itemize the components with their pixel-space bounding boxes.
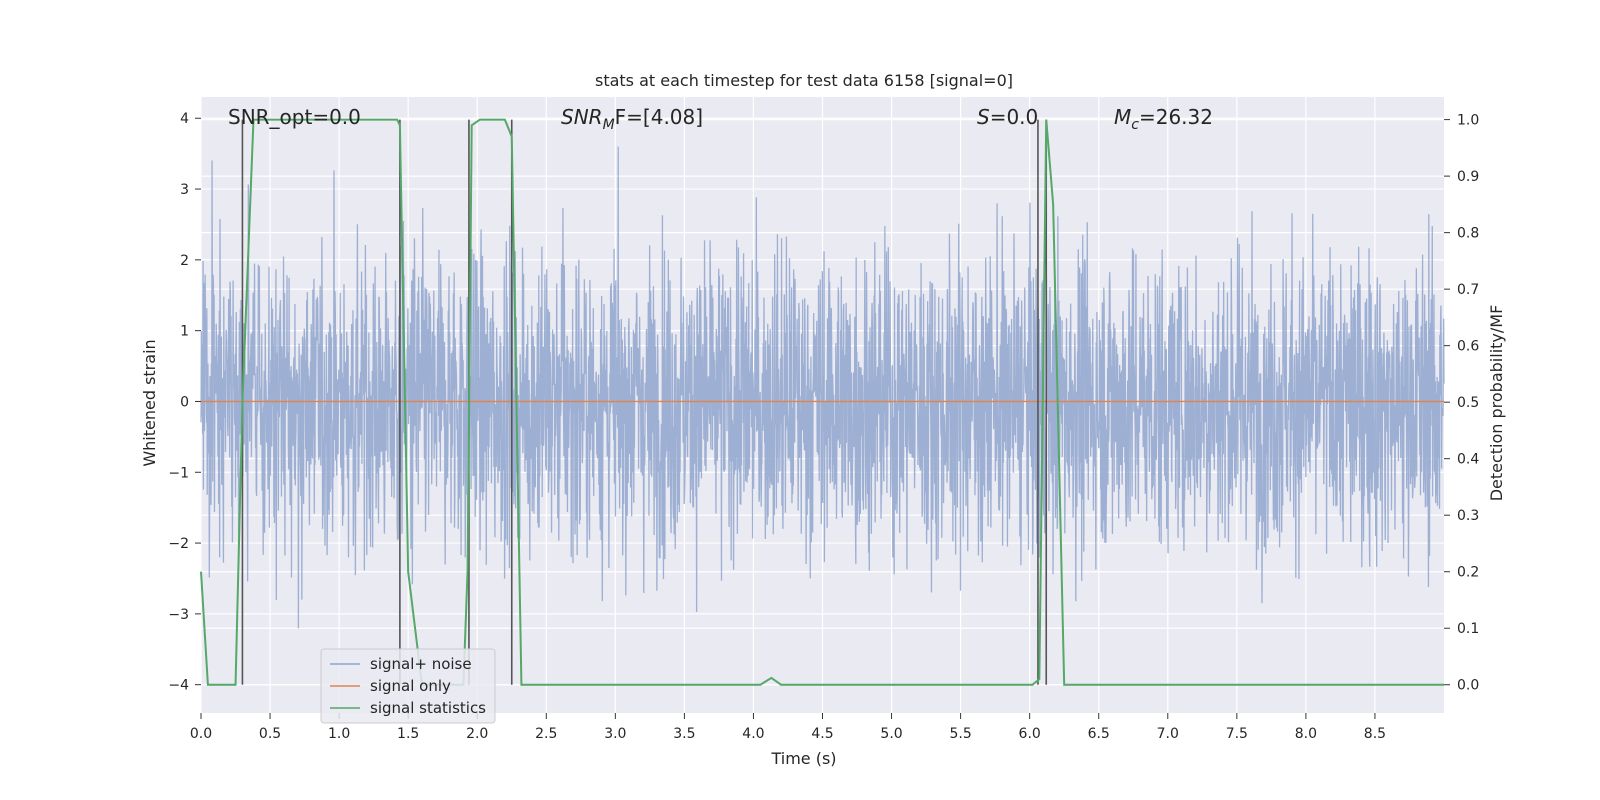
x-tick-label: 7.5 (1226, 726, 1248, 742)
x-tick-label: 7.0 (1157, 726, 1179, 742)
y2-tick-label: 1.0 (1457, 113, 1479, 129)
x-tick-label: 8.0 (1295, 726, 1317, 742)
y-tick-label: −3 (168, 607, 189, 623)
y2-tick-label: 0.4 (1457, 452, 1479, 468)
x-tick-label: 3.5 (673, 726, 695, 742)
y-tick-label: −4 (168, 678, 189, 694)
annotation-s: S=0.0 (977, 105, 1038, 129)
y2-tick-labels: 1.0 0.9 0.8 0.7 0.6 0.5 0.4 0.3 0.2 0.1 0.0 (1444, 113, 1479, 694)
y2-tick-label: 0.0 (1457, 678, 1479, 694)
legend-label-noise: signal+ noise (370, 655, 472, 673)
x-tick-label: 5.0 (880, 726, 902, 742)
annotation-snr-mf: SNRMF=[4.08] (561, 105, 703, 133)
x-tick-label: 2.0 (466, 726, 488, 742)
y-axis-label: Whitened strain (140, 339, 159, 466)
y-tick-label: −2 (168, 536, 189, 552)
y-tick-labels: 4 3 2 1 0 −1 −2 −3 −4 (168, 111, 201, 694)
annotation-snr-opt: SNR_opt=0.0 (228, 105, 361, 129)
y2-axis-label: Detection probability/MF (1487, 305, 1506, 502)
x-tick-label: 6.5 (1088, 726, 1110, 742)
legend-box (320, 648, 496, 724)
y-tick-label: 2 (180, 253, 189, 269)
y-tick-label: 1 (180, 324, 189, 340)
y-tick-label: −1 (168, 465, 189, 481)
signal-statistics-line (200, 118, 1444, 686)
x-tick-label: 8.5 (1364, 726, 1386, 742)
x-tick-label: 1.0 (328, 726, 350, 742)
y2-tick-label: 0.9 (1457, 169, 1479, 185)
legend-label-stats: signal statistics (370, 699, 486, 717)
y2-tick-label: 0.7 (1457, 282, 1479, 298)
x-tick-label: 1.5 (397, 726, 419, 742)
x-tick-label: 3.0 (604, 726, 626, 742)
noise-trace (200, 146, 1445, 629)
noise-series (200, 146, 1445, 629)
x-tick-label: 6.0 (1019, 726, 1041, 742)
signal-statistics-series (200, 118, 1444, 686)
annotation-mc: Mc=26.32 (1114, 105, 1213, 133)
chart-title: stats at each timestep for test data 615… (595, 71, 1013, 90)
x-tick-label: 0.0 (190, 726, 212, 742)
x-tick-labels: 0.0 0.5 1.0 1.5 2.0 2.5 3.0 3.5 4.0 4.5 5.0 5.5 6.0 6… (190, 713, 1386, 742)
y-tick-label: 4 (180, 111, 189, 127)
x-tick-label: 4.0 (742, 726, 764, 742)
x-tick-label: 4.5 (811, 726, 833, 742)
legend-label-signal: signal only (370, 677, 451, 695)
x-tick-label: 0.5 (259, 726, 281, 742)
x-tick-label: 5.5 (949, 726, 971, 742)
y-tick-label: 3 (180, 182, 189, 198)
y2-tick-label: 0.3 (1457, 508, 1479, 524)
y2-tick-label: 0.6 (1457, 339, 1479, 355)
y2-tick-label: 0.8 (1457, 226, 1479, 242)
x-axis-label: Time (s) (770, 749, 836, 768)
y2-tick-label: 0.1 (1457, 621, 1479, 637)
x-tick-label: 2.5 (535, 726, 557, 742)
legend: signal+ noise signal only signal statist… (320, 648, 496, 724)
y2-tick-label: 0.2 (1457, 565, 1479, 581)
vertical-markers (241, 119, 1048, 685)
y-tick-label: 0 (180, 394, 189, 410)
y2-tick-label: 0.5 (1457, 395, 1479, 411)
